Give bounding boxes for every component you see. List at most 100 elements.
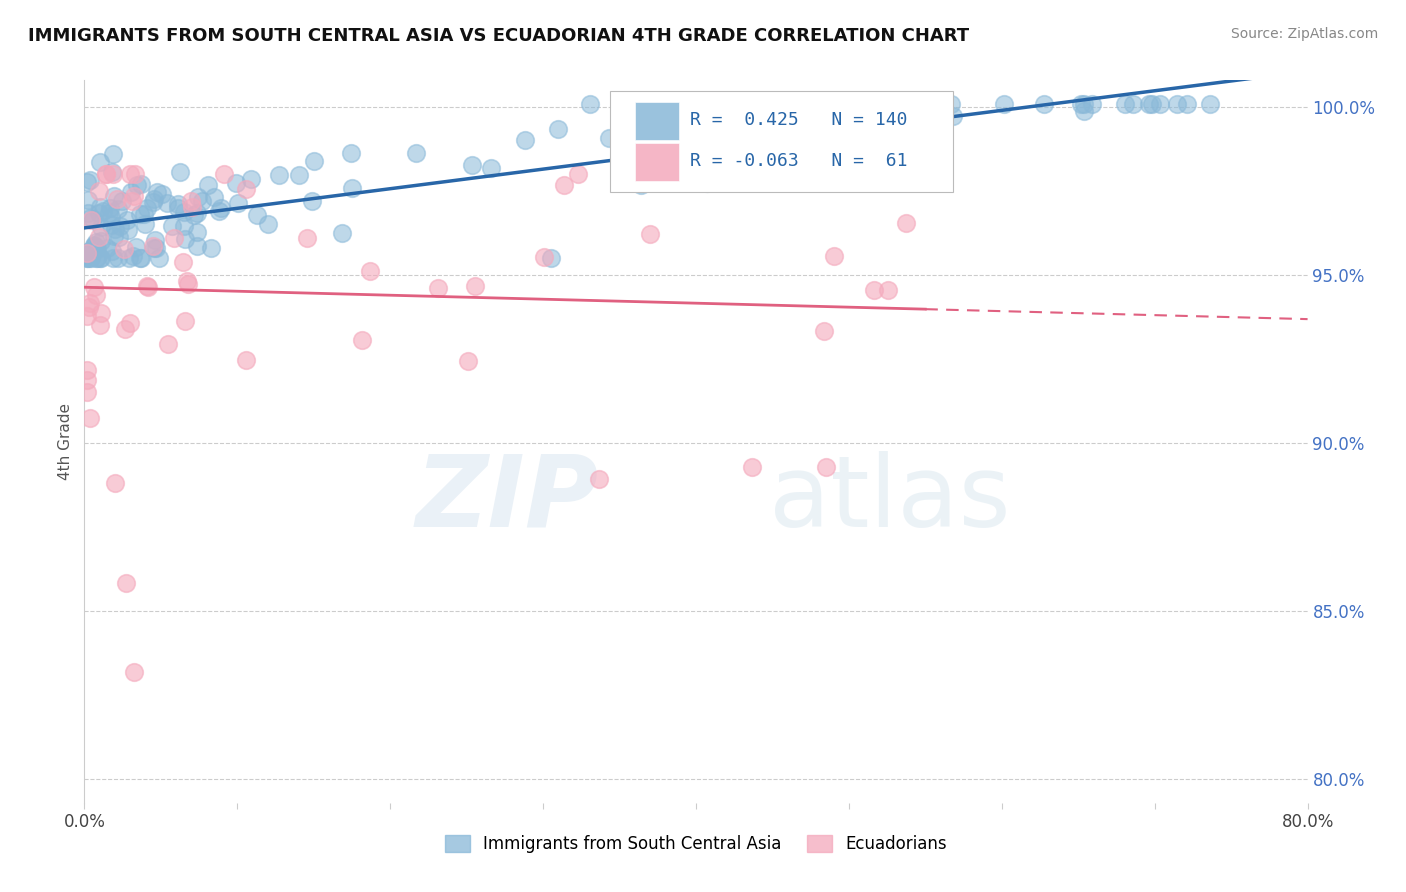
Point — [143, 192, 166, 206]
Point — [82, 212, 104, 227]
Point — [89, 154, 111, 169]
Point — [741, 460, 763, 475]
Point — [103, 229, 125, 244]
Point — [156, 196, 179, 211]
Point — [187, 190, 209, 204]
Point — [76, 373, 98, 387]
Point — [103, 167, 125, 181]
Point — [157, 336, 180, 351]
Point — [129, 252, 152, 266]
Point — [626, 106, 648, 120]
Point — [457, 354, 479, 368]
Point — [588, 472, 610, 486]
Point — [142, 238, 165, 252]
Point — [405, 146, 427, 161]
Point — [183, 209, 205, 223]
Point — [104, 222, 127, 236]
Point — [91, 204, 114, 219]
Point — [162, 219, 184, 233]
Point — [129, 177, 152, 191]
Point — [235, 352, 257, 367]
Point — [173, 205, 195, 219]
FancyBboxPatch shape — [610, 91, 953, 193]
Point — [101, 252, 124, 266]
Point — [79, 296, 101, 310]
Point — [235, 182, 257, 196]
Point — [103, 189, 125, 203]
Point — [782, 137, 804, 152]
Point — [108, 230, 131, 244]
Point — [143, 241, 166, 255]
Point — [186, 238, 208, 252]
Point — [82, 244, 104, 259]
Point — [240, 172, 263, 186]
Point — [101, 146, 124, 161]
Point — [181, 200, 204, 214]
Point — [80, 252, 103, 266]
Point — [122, 249, 145, 263]
Point — [540, 252, 562, 266]
Point — [148, 251, 170, 265]
Point — [868, 151, 890, 165]
Point — [993, 96, 1015, 111]
Point — [461, 158, 484, 172]
Point — [87, 205, 110, 219]
Point — [177, 277, 200, 292]
Point — [76, 245, 98, 260]
Point — [83, 238, 105, 252]
Point — [89, 252, 111, 266]
Point — [713, 103, 735, 118]
Text: atlas: atlas — [769, 450, 1011, 548]
Point — [1198, 96, 1220, 111]
Point — [145, 241, 167, 255]
Point — [89, 201, 111, 215]
Point — [1033, 96, 1056, 111]
Point — [696, 177, 718, 191]
Point — [84, 235, 107, 249]
Point — [1073, 104, 1095, 119]
Point — [122, 189, 145, 203]
Point — [143, 233, 166, 247]
Y-axis label: 4th Grade: 4th Grade — [58, 403, 73, 480]
Point — [775, 122, 797, 136]
Point — [202, 190, 225, 204]
Point — [814, 459, 837, 474]
Point — [173, 219, 195, 234]
Point — [340, 146, 363, 161]
Point — [84, 252, 107, 266]
Point — [145, 185, 167, 199]
Point — [94, 167, 117, 181]
Point — [90, 252, 112, 266]
Point — [122, 665, 145, 679]
Point — [97, 206, 120, 220]
Point — [1137, 96, 1160, 111]
Point — [96, 241, 118, 255]
Point — [169, 164, 191, 178]
Point — [90, 220, 112, 235]
Point — [257, 217, 280, 231]
Point — [553, 178, 575, 193]
Point — [90, 306, 112, 320]
Point — [112, 243, 135, 257]
Point — [547, 122, 569, 136]
Point — [269, 168, 291, 182]
Point — [76, 384, 98, 399]
Point — [83, 280, 105, 294]
Point — [342, 181, 364, 195]
Point — [86, 252, 108, 266]
Point — [135, 279, 157, 293]
Point — [94, 167, 117, 181]
Point — [942, 109, 965, 123]
Text: R = -0.063   N =  61: R = -0.063 N = 61 — [690, 153, 907, 170]
Point — [79, 249, 101, 263]
Point — [176, 274, 198, 288]
Point — [245, 208, 267, 222]
Point — [630, 178, 652, 192]
Point — [105, 192, 128, 206]
Point — [630, 158, 652, 172]
Point — [76, 309, 98, 323]
Point — [118, 252, 141, 266]
Point — [567, 167, 589, 181]
Point — [83, 238, 105, 252]
Point — [297, 230, 319, 244]
